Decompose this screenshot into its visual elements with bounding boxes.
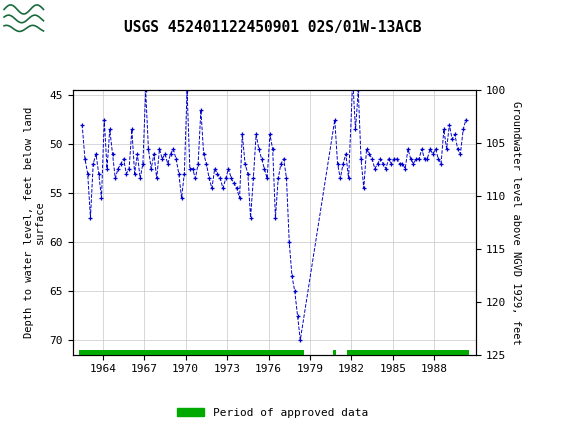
FancyBboxPatch shape <box>3 2 78 36</box>
Y-axis label: Groundwater level above NGVD 1929, feet: Groundwater level above NGVD 1929, feet <box>511 101 521 344</box>
Text: USGS 452401122450901 02S/01W-13ACB: USGS 452401122450901 02S/01W-13ACB <box>124 21 421 35</box>
Legend: Period of approved data: Period of approved data <box>172 403 373 422</box>
Text: USGS: USGS <box>49 12 96 26</box>
Y-axis label: Depth to water level, feet below land
surface: Depth to water level, feet below land su… <box>24 107 45 338</box>
